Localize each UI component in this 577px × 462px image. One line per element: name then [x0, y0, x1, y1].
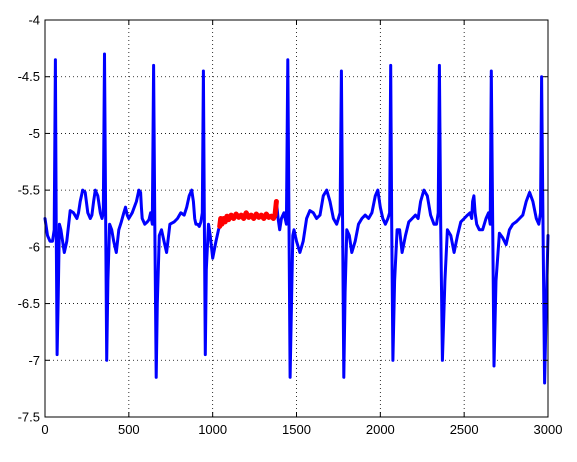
y-tick-label: -4 [28, 13, 40, 28]
series-line-blue [274, 58, 550, 385]
series-line-red [217, 199, 279, 229]
y-tick-label: -6.5 [18, 296, 40, 311]
x-tick-label: 3000 [534, 422, 563, 437]
y-tick-label: -5.5 [18, 183, 40, 198]
y-tick-label: -7 [28, 353, 40, 368]
y-tick-label: -6 [28, 239, 40, 254]
x-tick-label: 1000 [198, 422, 227, 437]
x-tick-label: 1500 [282, 422, 311, 437]
x-tick-label: 2500 [450, 422, 479, 437]
y-tick-label: -5 [28, 126, 40, 141]
series-line-blue [43, 52, 222, 379]
x-tick-label: 0 [41, 422, 48, 437]
tick-labels: 0 500 1000 1500 2000 2500 3000 -4 -4.5 -5 -5.5 -6 -6… [18, 13, 563, 438]
ticks [44, 19, 549, 418]
x-tick-label: 500 [118, 422, 140, 437]
y-tick-label: -7.5 [18, 410, 40, 425]
y-tick-label: -4.5 [18, 69, 40, 84]
x-tick-label: 2000 [366, 422, 395, 437]
series-layer [43, 52, 550, 385]
